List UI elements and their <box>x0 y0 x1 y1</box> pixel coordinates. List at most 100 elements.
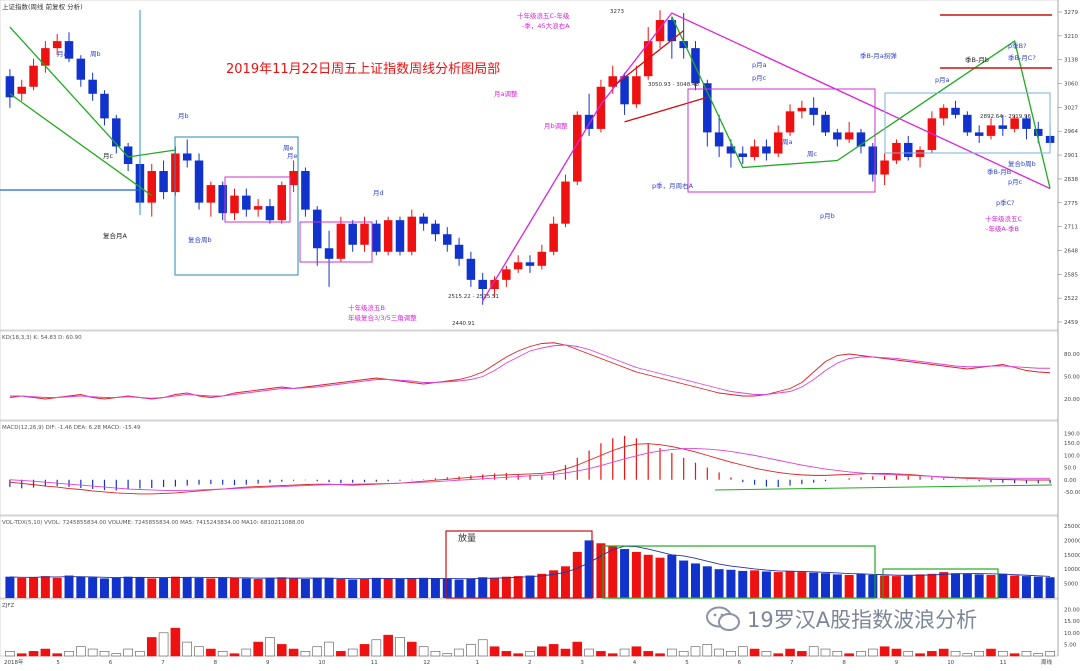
zjfz-tick-label: 10.00 <box>1064 631 1080 637</box>
x-tick-label: 周线 <box>1041 658 1053 666</box>
zjfz-bar <box>64 651 74 657</box>
candle <box>466 258 476 280</box>
kd-tick-label: 80.00 <box>1064 352 1080 358</box>
zjfz-bar <box>111 653 122 657</box>
candle <box>312 209 322 249</box>
x-tick-label: 12 <box>423 660 430 666</box>
zjfz-bar <box>265 637 275 657</box>
candle <box>182 153 192 161</box>
candle <box>112 118 121 147</box>
volume-bar <box>549 570 559 598</box>
zjfz-bar <box>785 648 795 657</box>
zjfz-bar <box>347 648 358 657</box>
x-tick-label: 2 <box>528 660 532 666</box>
zjfz-bar <box>797 651 807 657</box>
zjfz-bar <box>52 653 62 657</box>
volume-bar <box>40 576 50 598</box>
candle <box>762 146 771 154</box>
candle <box>986 125 996 136</box>
zjfz-bar <box>714 648 724 657</box>
zjfz-bar <box>950 651 961 657</box>
vol-tick-label: 25000 <box>1064 524 1080 530</box>
zjfz-bar <box>418 646 429 657</box>
price-label: 3273 <box>610 9 624 15</box>
volume-bar <box>702 566 712 598</box>
candle <box>797 107 807 112</box>
zjfz-bar <box>442 653 453 657</box>
wave-annotation: 周b <box>90 50 101 58</box>
candle <box>726 146 736 154</box>
volume-bar <box>844 574 854 598</box>
price-tick-label: 2838 <box>1064 177 1078 183</box>
macd-tick-label: 50.0 <box>1064 466 1077 472</box>
candle <box>1034 128 1043 136</box>
candle <box>903 142 913 157</box>
zjfz-bar <box>454 648 464 657</box>
zjfz-bar <box>631 646 642 657</box>
volume-bar <box>560 566 570 598</box>
zjfz-bar <box>16 653 27 657</box>
pattern-box-1 <box>224 176 291 223</box>
zjfz-bar <box>702 644 713 657</box>
wave-annotation: 十年级浪五C-年级 <box>517 11 570 20</box>
volume-bar <box>336 578 346 598</box>
volume-bar <box>584 540 594 598</box>
volume-bar <box>868 574 878 598</box>
zjfz-bar <box>158 632 169 657</box>
candle <box>620 76 629 105</box>
volume-bar <box>655 557 665 598</box>
zjfz-bar <box>938 648 949 657</box>
watermark-text: 19罗汉A股指数波浪分析 <box>747 608 978 632</box>
candle <box>561 181 570 224</box>
volume-bar <box>218 577 228 598</box>
candle <box>301 171 310 210</box>
zjfz-bar <box>135 651 145 657</box>
price-tick-label: 2775 <box>1064 201 1078 207</box>
price-tick-label: 2459 <box>1064 320 1078 326</box>
volume-bar <box>64 575 74 598</box>
candle <box>844 132 854 140</box>
zjfz-bar <box>489 646 500 657</box>
zjfz-bar <box>300 651 311 657</box>
index-label: 上证指数(周线 前复权 分析) <box>2 3 83 11</box>
price-label: 2892.64 - 2919.96 <box>980 114 1031 120</box>
zjfz-bar <box>383 634 393 657</box>
volume-bar <box>690 563 700 598</box>
volume-bar <box>773 572 783 598</box>
wave-annotation: p月c <box>1008 178 1023 186</box>
zjfz-bar <box>915 653 925 657</box>
candle <box>773 132 783 154</box>
volume-bar <box>525 575 535 598</box>
volume-bar <box>312 577 322 598</box>
wave-annotation: 十年级浪五C <box>985 214 1023 223</box>
wave-line-green-c <box>671 16 1051 189</box>
zjfz-bar <box>1021 651 1032 657</box>
zjfz-bar <box>194 646 204 657</box>
candle <box>750 146 759 157</box>
candle <box>703 83 712 133</box>
wave-annotation: 周c <box>807 150 818 158</box>
x-tick-label: 8 <box>842 660 846 666</box>
wave-annotation: 月a <box>57 50 68 58</box>
price-label: 3050.93 - 3048.48 <box>648 82 699 88</box>
zjfz-bar <box>1033 653 1044 657</box>
candle <box>608 76 617 87</box>
candle <box>502 269 511 280</box>
volume-bar <box>253 578 263 598</box>
wave-line-red-a <box>612 30 685 88</box>
zjfz-bar <box>643 651 653 657</box>
zjfz-bar <box>962 653 973 657</box>
vol-legend: VOL-TDX(5,10) VVOL: 7245855834.00 VOLUME… <box>2 520 305 526</box>
zjfz-bar <box>5 651 15 657</box>
x-tick-label: 8 <box>214 660 218 666</box>
macd-trend-line <box>714 484 1053 491</box>
candle <box>41 48 50 66</box>
vol-tick-label: 15000 <box>1064 553 1080 559</box>
candle <box>206 185 216 203</box>
candle <box>833 132 842 140</box>
candle <box>549 223 558 252</box>
volume-bar <box>230 577 239 598</box>
pattern-box-0 <box>174 136 299 276</box>
candle <box>856 132 866 147</box>
